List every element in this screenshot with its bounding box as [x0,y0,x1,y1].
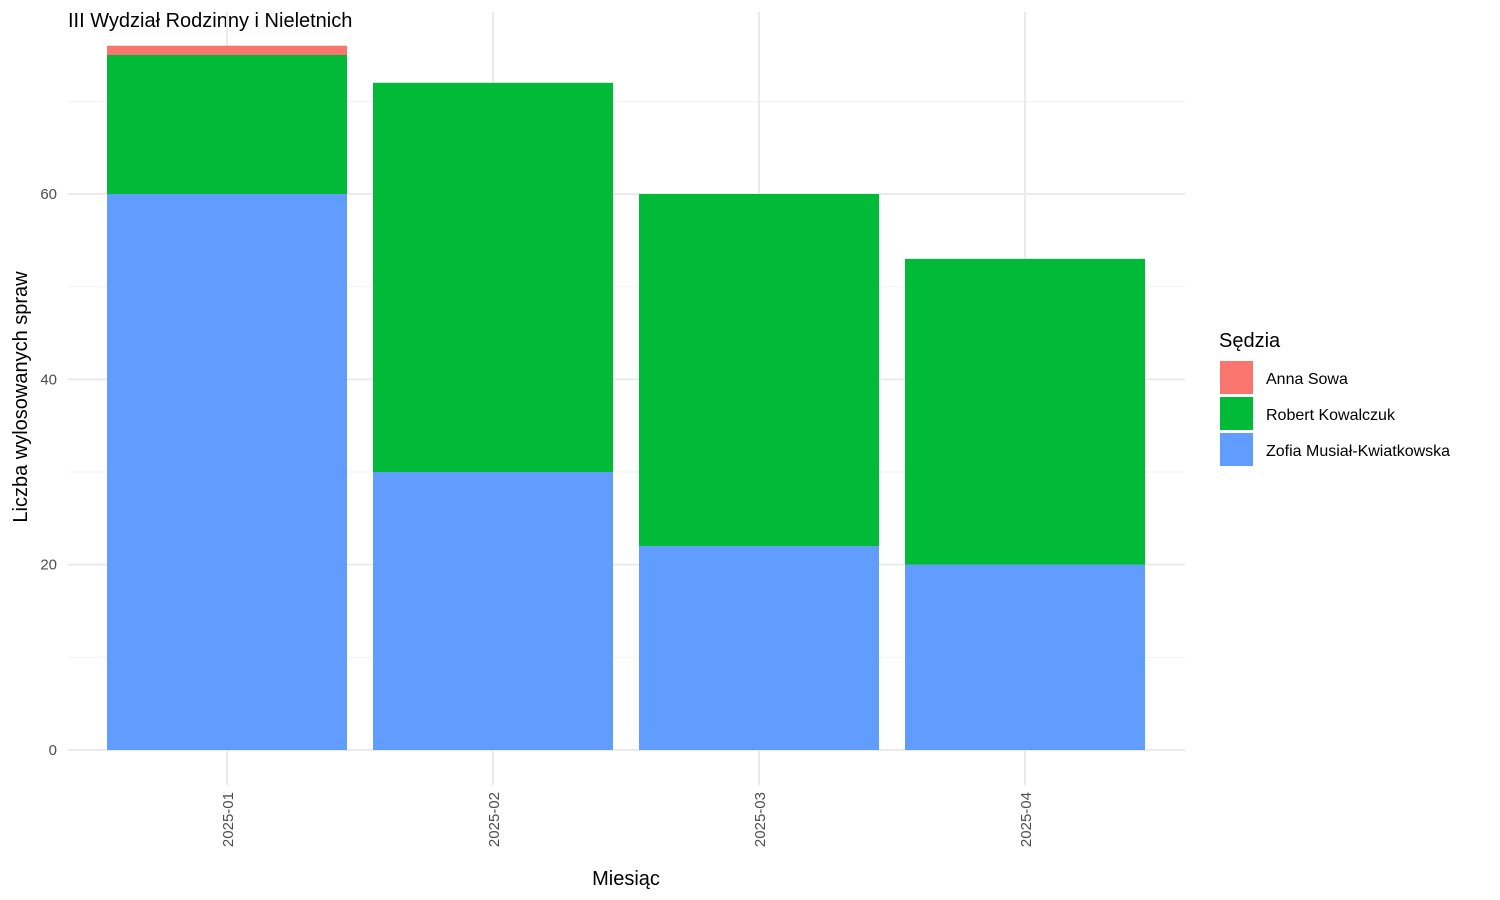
bar-segment [373,472,613,750]
y-tick-label: 0 [49,742,57,759]
bar-segment [373,82,613,473]
bar-segment [107,55,347,194]
x-tick-label: 2025-02 [486,792,503,847]
y-tick-label: 40 [40,371,57,388]
x-axis-title: Miesiąc [592,868,660,890]
bar-segment [639,194,879,547]
legend-swatch [1220,397,1253,430]
x-tick-label: 2025-03 [752,792,769,847]
y-axis-title: Liczba wylosowanych spraw [10,271,32,523]
legend-swatch [1220,433,1253,466]
bar-segment [905,258,1145,565]
legend-label: Robert Kowalczuk [1266,407,1396,424]
legend-swatch [1220,361,1253,394]
legend-label: Zofia Musiał-Kwiatkowska [1266,443,1450,460]
y-tick-label: 20 [40,557,57,574]
bars [107,45,1145,750]
legend-title: Sędzia [1219,330,1281,352]
legend: Sędzia Anna Sowa Robert Kowalczuk Zofia Mu… [1219,330,1450,466]
x-tick-label: 2025-04 [1018,792,1035,847]
bar-segment [107,45,347,55]
x-tick-label: 2025-01 [220,792,237,847]
legend-label: Anna Sowa [1266,371,1348,388]
bar-segment [107,194,347,750]
bar-segment [639,546,879,750]
y-tick-label: 60 [40,186,57,203]
bar-segment [905,564,1145,750]
chart-title: III Wydział Rodzinny i Nieletnich [68,10,352,32]
x-axis-ticks: 2025-01 2025-02 2025-03 2025-04 [220,792,1035,847]
y-axis-ticks: 0 20 40 60 [40,186,57,759]
